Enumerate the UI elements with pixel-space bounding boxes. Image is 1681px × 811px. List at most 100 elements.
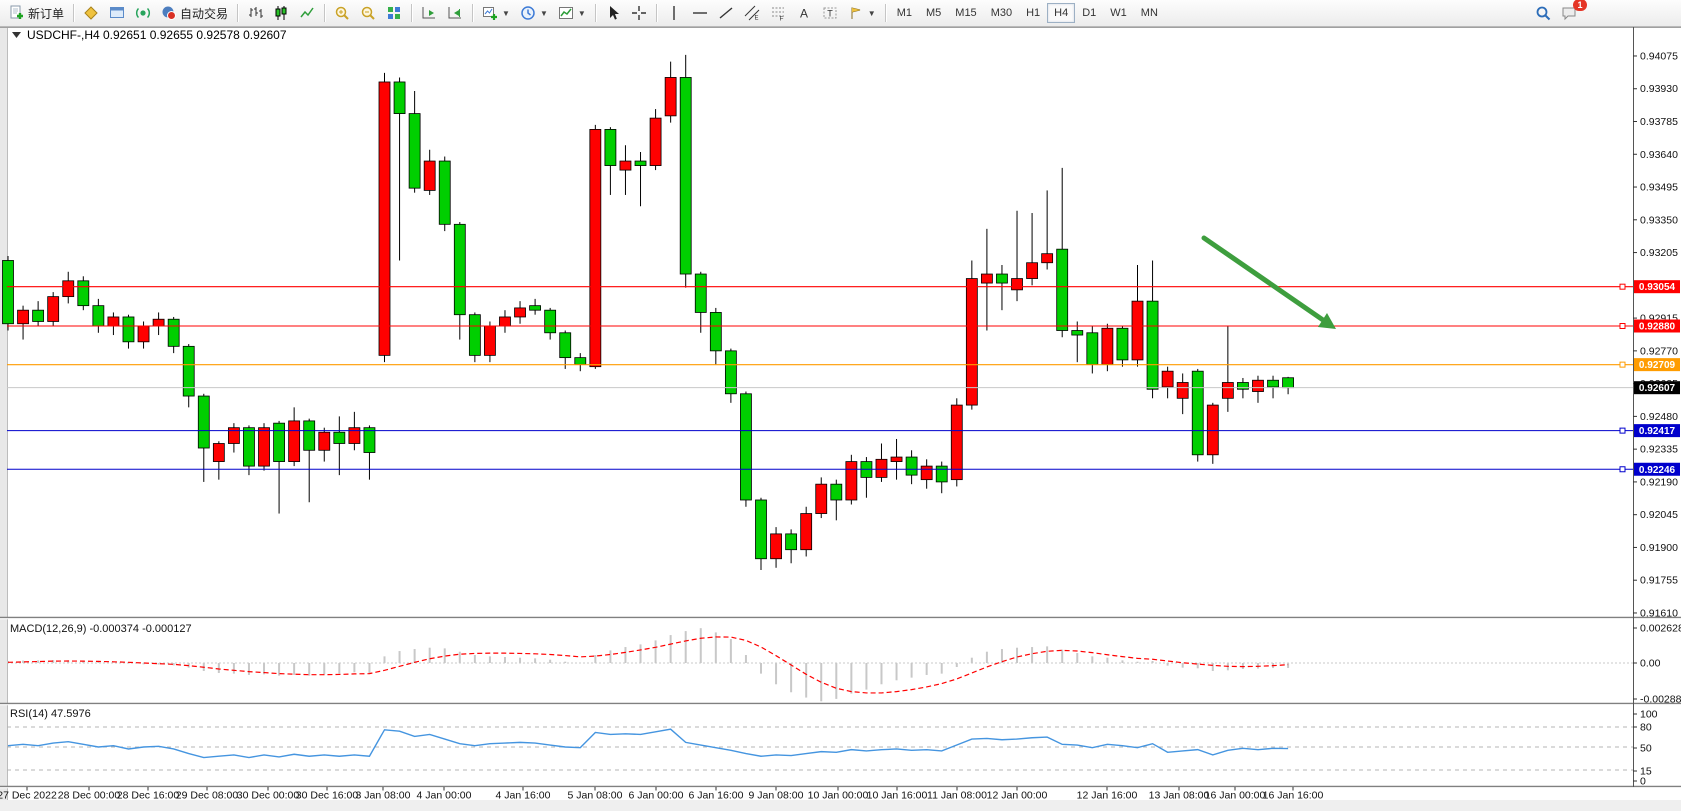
time-tick-label: 27 Dec 2022 xyxy=(0,790,57,802)
candle-body xyxy=(408,113,421,189)
crosshair-icon xyxy=(631,6,646,20)
price-tag-box xyxy=(1634,280,1680,294)
text-label-tool[interactable]: T xyxy=(818,2,842,24)
rsi-axis-label: 80 xyxy=(1640,722,1652,734)
notifications-button[interactable]: 1 xyxy=(1557,0,1587,24)
time-tick-label: 29 Dec 08:00 xyxy=(176,790,239,802)
candle-body xyxy=(423,160,436,191)
text-tool[interactable]: A xyxy=(792,2,816,24)
candle-body xyxy=(1116,327,1129,361)
crosshair-tool-button[interactable] xyxy=(627,2,651,24)
price-tick-label: 0.92190 xyxy=(1640,476,1678,488)
timeframe-h1-button[interactable]: H1 xyxy=(1019,3,1047,23)
zoom-out-button[interactable] xyxy=(356,2,380,24)
auto-trading-button[interactable]: 自动交易 xyxy=(157,2,232,24)
rsi-axis-label: 0 xyxy=(1640,776,1646,788)
timeframe-m5-button[interactable]: M5 xyxy=(919,3,948,23)
auto-trading-icon xyxy=(162,6,177,20)
candle-body xyxy=(574,357,587,365)
line-handle[interactable] xyxy=(1619,427,1626,434)
fibonacci-icon: F xyxy=(771,7,784,21)
candle-body xyxy=(1237,382,1249,390)
signals-button[interactable] xyxy=(131,2,155,24)
candle-body xyxy=(935,465,948,483)
line-chart-mode-button[interactable] xyxy=(295,2,319,24)
trendline-tool[interactable] xyxy=(714,2,738,24)
candle-body xyxy=(1267,379,1279,388)
time-tick-label: 28 Dec 16:00 xyxy=(117,790,180,802)
new-order-button[interactable]: 新订单 xyxy=(5,2,68,24)
timeframe-m30-button[interactable]: M30 xyxy=(984,3,1019,23)
candle-body xyxy=(920,465,933,481)
price-tag-text: 0.92417 xyxy=(1639,426,1676,437)
vertical-line-tool[interactable] xyxy=(662,2,686,24)
macd-axis-label: 0.00 xyxy=(1640,658,1661,670)
candle-body xyxy=(1206,404,1219,456)
trend-arrow[interactable] xyxy=(1201,235,1326,323)
trendline-icon xyxy=(719,7,733,19)
equidistant-channel-tool[interactable]: E xyxy=(740,2,764,24)
candle-body xyxy=(649,117,662,166)
timeframe-w1-button[interactable]: W1 xyxy=(1103,3,1134,23)
price-tag-box xyxy=(1634,381,1680,395)
candle-body xyxy=(393,81,406,114)
search-button[interactable] xyxy=(1531,2,1555,24)
candle-body xyxy=(243,427,255,467)
time-tick-label: 12 Jan 00:00 xyxy=(987,790,1048,802)
timeframe-d1-button[interactable]: D1 xyxy=(1075,3,1103,23)
new-chart-button[interactable]: ▼ xyxy=(478,2,514,24)
candlestick-mode-button[interactable] xyxy=(269,2,293,24)
zoom-in-button[interactable] xyxy=(330,2,354,24)
data-window-button[interactable] xyxy=(105,2,129,24)
price-tag: 0.92246 xyxy=(1634,462,1680,476)
chart-shift-button[interactable] xyxy=(417,2,441,24)
periods-button[interactable]: ▼ xyxy=(516,2,552,24)
line-handle[interactable] xyxy=(1619,283,1626,290)
periods-icon xyxy=(521,6,535,20)
toolbar-separator xyxy=(594,4,596,22)
price-tick-label: 0.94075 xyxy=(1640,50,1678,62)
horizontal-line-tool[interactable] xyxy=(688,2,712,24)
auto-scroll-button[interactable] xyxy=(443,2,467,24)
price-tag-text: 0.92709 xyxy=(1639,360,1676,371)
cursor-tool-button[interactable] xyxy=(601,2,625,24)
shapes-tool[interactable]: ▼ xyxy=(844,2,880,24)
templates-button[interactable]: ▼ xyxy=(554,2,590,24)
one-click-trading-toggle-icon[interactable] xyxy=(12,32,21,38)
cursor-icon xyxy=(609,6,619,20)
candle-body xyxy=(363,427,376,453)
time-tick-label: 9 Jan 08:00 xyxy=(749,790,804,802)
time-tick-label: 3 Jan 08:00 xyxy=(356,790,411,802)
time-tick-label: 6 Jan 16:00 xyxy=(689,790,744,802)
time-tick-label: 16 Jan 00:00 xyxy=(1205,790,1266,802)
price-tag-text: 0.92880 xyxy=(1639,322,1676,333)
time-tick-label: 10 Jan 16:00 xyxy=(867,790,928,802)
timeframe-mn-button[interactable]: MN xyxy=(1134,3,1165,23)
fibonacci-tool[interactable]: F xyxy=(766,2,790,24)
candle-body xyxy=(197,395,210,449)
timeframe-h4-button[interactable]: H4 xyxy=(1047,3,1076,23)
price-tick-label: 0.93930 xyxy=(1640,83,1678,95)
timeframe-m1-button[interactable]: M1 xyxy=(890,3,919,23)
candle-body xyxy=(273,422,285,462)
bar-chart-mode-button[interactable] xyxy=(243,2,267,24)
candle-body xyxy=(724,350,737,395)
tile-windows-button[interactable] xyxy=(382,2,406,24)
candle-body xyxy=(544,309,557,334)
time-tick-label: 16 Jan 16:00 xyxy=(1263,790,1324,802)
trend-arrow-head[interactable] xyxy=(1318,313,1336,329)
candle-body xyxy=(62,280,75,298)
price-tick-label: 0.92335 xyxy=(1640,444,1678,456)
candle-body xyxy=(212,443,225,462)
timeframe-m15-button[interactable]: M15 xyxy=(948,3,983,23)
candle-body xyxy=(890,456,903,462)
line-handle[interactable] xyxy=(1619,361,1626,368)
line-handle[interactable] xyxy=(1619,323,1626,329)
line-handle[interactable] xyxy=(1619,466,1626,473)
market-watch-button[interactable] xyxy=(79,2,103,24)
candle-body xyxy=(740,393,752,501)
candle-body xyxy=(709,312,722,352)
